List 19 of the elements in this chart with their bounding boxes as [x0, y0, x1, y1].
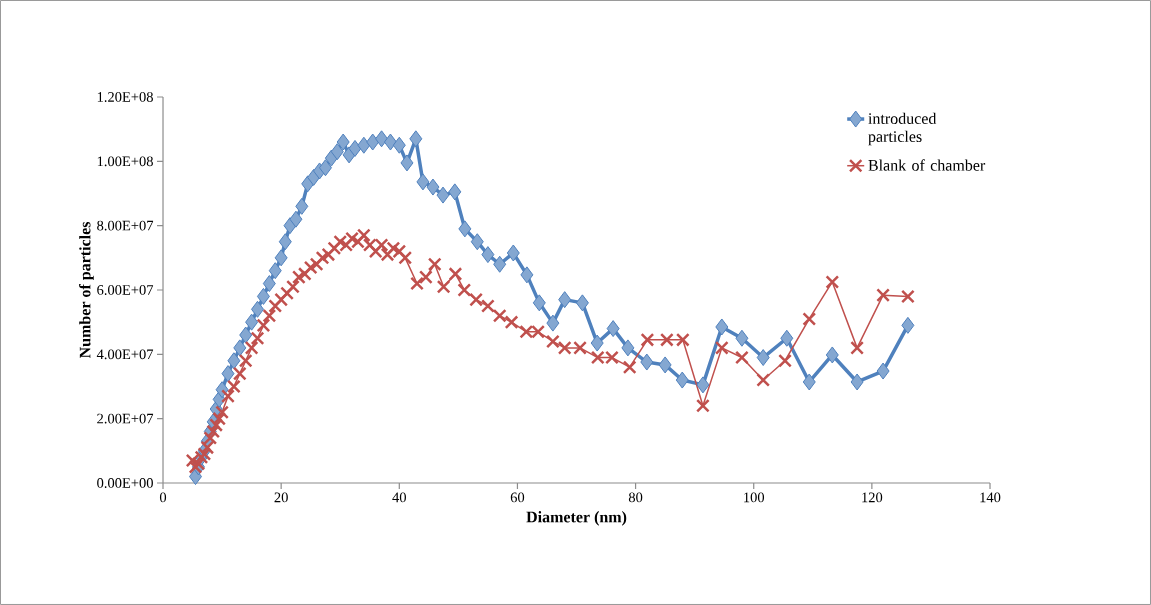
y-tick-label: 2.00E+07	[97, 413, 154, 424]
x-tick-label: 80	[628, 492, 643, 503]
y-tick-label: 0.00E+00	[97, 478, 153, 488]
x-tick-label: 0	[159, 492, 167, 503]
x-tick-label: 140	[980, 492, 1001, 503]
legend-label: Blank of chamber	[868, 159, 986, 171]
x-tick-label: 20	[274, 492, 288, 503]
x-axis-title: Diameter (nm)	[526, 511, 627, 526]
x-tick-label: 120	[862, 492, 883, 503]
y-axis-title: Number of particles	[79, 221, 94, 359]
y-tick-label: 1.00E+08	[97, 156, 153, 167]
x-tick-label: 60	[510, 492, 525, 503]
x-tick-label: 40	[392, 492, 406, 503]
y-tick-label: 4.00E+07	[96, 349, 154, 360]
y-tick-label: 1.20E+08	[97, 92, 153, 102]
legend-label: introduced particles	[868, 112, 937, 146]
y-tick-label: 6.00E+07	[97, 285, 154, 295]
y-tick-label: 8.00E+07	[97, 220, 154, 231]
x-tick-label: 100	[744, 492, 765, 503]
